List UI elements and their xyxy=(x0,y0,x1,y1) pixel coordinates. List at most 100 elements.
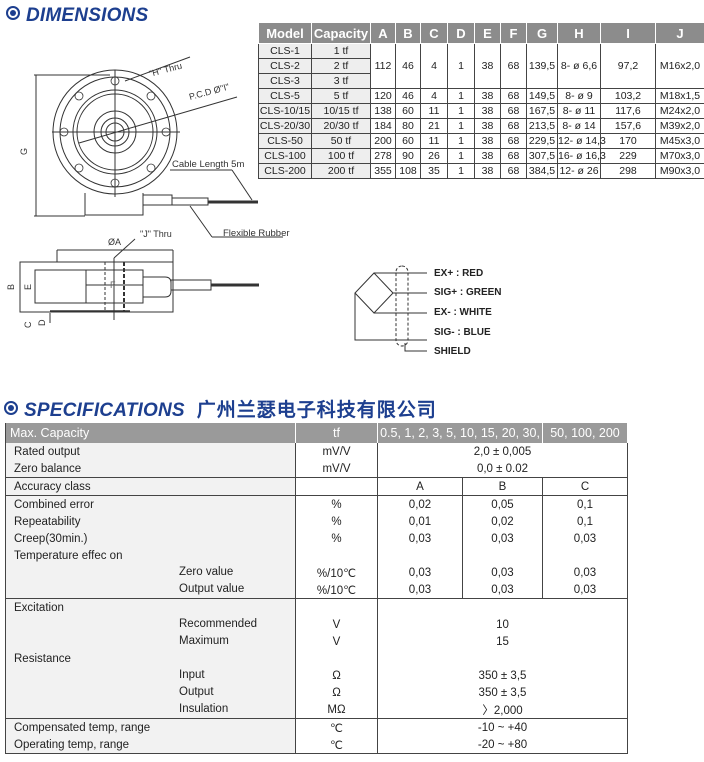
spec-value xyxy=(378,650,628,667)
spec-value: 350 ± 3,5 xyxy=(478,686,527,699)
value-cell: 26 xyxy=(420,148,448,164)
bullet-icon xyxy=(4,401,18,415)
spec-value xyxy=(378,599,628,617)
spec-label-cell: Input xyxy=(5,667,296,684)
spec-unit xyxy=(295,650,378,667)
specifications-heading-text: SPECIFICATIONS xyxy=(24,400,185,421)
spec-unit: % xyxy=(295,530,378,547)
spec-row: Zero value %/10℃ 0,03 0,03 0,03 xyxy=(5,564,628,581)
model-cell: CLS-20/30 xyxy=(258,118,312,134)
value-cell: M16x2,0 xyxy=(655,43,704,89)
model-cell: CLS-100 xyxy=(258,148,312,164)
spec-label-cell: Output value xyxy=(5,581,296,599)
spec-row: Output Ω 350 ± 3,5 xyxy=(5,684,628,701)
spec-label: Excitation xyxy=(14,601,64,614)
spec-label-cell: Compensated temp, range xyxy=(5,718,296,736)
value-cell: 8- ø 6,6 xyxy=(557,43,601,89)
value-cell: 213,5 xyxy=(526,118,558,134)
spec-value: 〉2,000 xyxy=(377,701,628,719)
column-header-b: B xyxy=(395,22,421,44)
value-cell: 1 xyxy=(447,118,475,134)
value-cell: M90x3,0 xyxy=(655,163,704,179)
spec-sublabel: Recommended xyxy=(179,618,257,630)
h-thru-label: "H" Thru xyxy=(148,61,183,79)
dim-label-e: E xyxy=(23,284,33,290)
table-row: CLS-50 50 tf 200 60 11 1 38 68 229,5 12- ø 14,3 17… xyxy=(258,133,704,149)
value-cell: 68 xyxy=(500,133,527,149)
spec-value-class-b: 0,03 xyxy=(462,530,543,547)
value-cell: 38 xyxy=(474,103,501,119)
spec-unit: %/10℃ xyxy=(295,581,378,599)
spec-label-cell: Zero value xyxy=(5,564,296,581)
spec-unit: ℃ xyxy=(295,736,378,754)
spec-row: Compensated temp, range ℃ -10 ~ +40 xyxy=(5,718,628,736)
table-row: CLS-20/30 20/30 tf 184 80 21 1 38 68 213,5 8- ø 1… xyxy=(258,118,704,134)
spec-sublabel: Output xyxy=(179,686,214,698)
value-cell: 229 xyxy=(600,148,656,164)
value-cell: M24x2,0 xyxy=(655,103,704,119)
spec-row: Maximum V 15 xyxy=(5,633,628,650)
table-row: CLS-10/15 10/15 tf 138 60 11 1 38 68 167,5 8- ø 1… xyxy=(258,103,704,119)
dimensions-heading: DIMENSIONS xyxy=(6,5,148,27)
value-cell: 298 xyxy=(600,163,656,179)
column-header-model: Model xyxy=(258,22,312,44)
spec-label-cell: Excitation xyxy=(5,598,296,616)
value-cell: 307,5 xyxy=(526,148,558,164)
column-header-h: H xyxy=(557,22,601,44)
spec-value: 10 xyxy=(496,618,509,631)
spec-value: 15 xyxy=(496,635,509,648)
column-header-capacity: Capacity xyxy=(311,22,371,44)
table-row: CLS-100 100 tf 278 90 26 1 38 68 307,5 16- ø 16,3… xyxy=(258,148,704,164)
wire-sig-plus: SIG+ : GREEN xyxy=(434,287,502,298)
dim-label-g: G xyxy=(19,148,29,155)
spec-row: Input Ω 350 ± 3,5 xyxy=(5,667,628,684)
spec-row: Accuracy class A B C xyxy=(5,477,628,496)
spec-value-class-a: 0,03 xyxy=(408,532,432,545)
specifications-heading: SPECIFICATIONS 广州兰瑟电子科技有限公司 xyxy=(4,395,437,422)
spec-label-cell: Repeatability xyxy=(5,513,296,530)
spec-row: Operating temp, range ℃ -20 ~ +80 xyxy=(5,736,628,754)
value-cell: 68 xyxy=(500,43,527,89)
model-cell: CLS-5 xyxy=(258,88,312,104)
spec-label: Accuracy class xyxy=(14,480,91,493)
spec-value-class-b: 0,05 xyxy=(462,495,543,513)
spec-label-cell: Zero balance xyxy=(5,460,296,478)
cable-length-label: Cable Length 5m xyxy=(172,159,244,170)
spec-value-class-b xyxy=(462,547,543,564)
spec-value: 350 ± 3,5 xyxy=(478,669,527,682)
value-cell: 200 xyxy=(370,133,396,149)
wiring-diagram: EX+ : RED SIG+ : GREEN EX- : WHITE SIG- … xyxy=(354,265,502,357)
value-cell: 4 xyxy=(420,88,448,104)
dim-label-b: B xyxy=(6,284,16,290)
spec-label: Repeatability xyxy=(14,515,81,528)
capacity-cell: 1 tf xyxy=(311,43,371,59)
value-cell: 8- ø 11 xyxy=(557,103,601,119)
value-cell: 1 xyxy=(447,133,475,149)
capacity-cell: 100 tf xyxy=(311,148,371,164)
value-cell: 184 xyxy=(370,118,396,134)
value-cell: 138 xyxy=(370,103,396,119)
spec-label: Operating temp, range xyxy=(14,738,130,751)
column-header-c: C xyxy=(420,22,448,44)
model-cell: CLS-1 xyxy=(258,43,312,59)
spec-label-cell: Creep(30min.) xyxy=(5,530,296,547)
spec-unit: V xyxy=(295,633,378,650)
spec-unit: mV/V xyxy=(295,460,378,478)
header-range-2: 50, 100, 200 xyxy=(542,423,628,443)
spec-value-class-c xyxy=(542,547,628,564)
spec-label-cell: Rated output xyxy=(5,443,296,460)
spec-unit: % xyxy=(295,513,378,530)
spec-row: Combined error% 0,02 0,05 0,1 xyxy=(5,495,628,513)
spec-label: Combined error xyxy=(14,498,94,511)
dim-label-c: C xyxy=(23,321,33,328)
value-cell: 139,5 xyxy=(526,43,558,89)
value-cell: 12- ø 14,3 xyxy=(557,133,606,149)
model-cell: CLS-200 xyxy=(258,163,312,179)
model-cell: CLS-2 xyxy=(258,58,312,74)
spec-sublabel: Input xyxy=(179,669,205,681)
capacity-cell: 50 tf xyxy=(311,133,371,149)
value-cell: 68 xyxy=(500,163,527,179)
spec-unit xyxy=(295,477,378,496)
dim-label-d: D xyxy=(37,319,47,326)
